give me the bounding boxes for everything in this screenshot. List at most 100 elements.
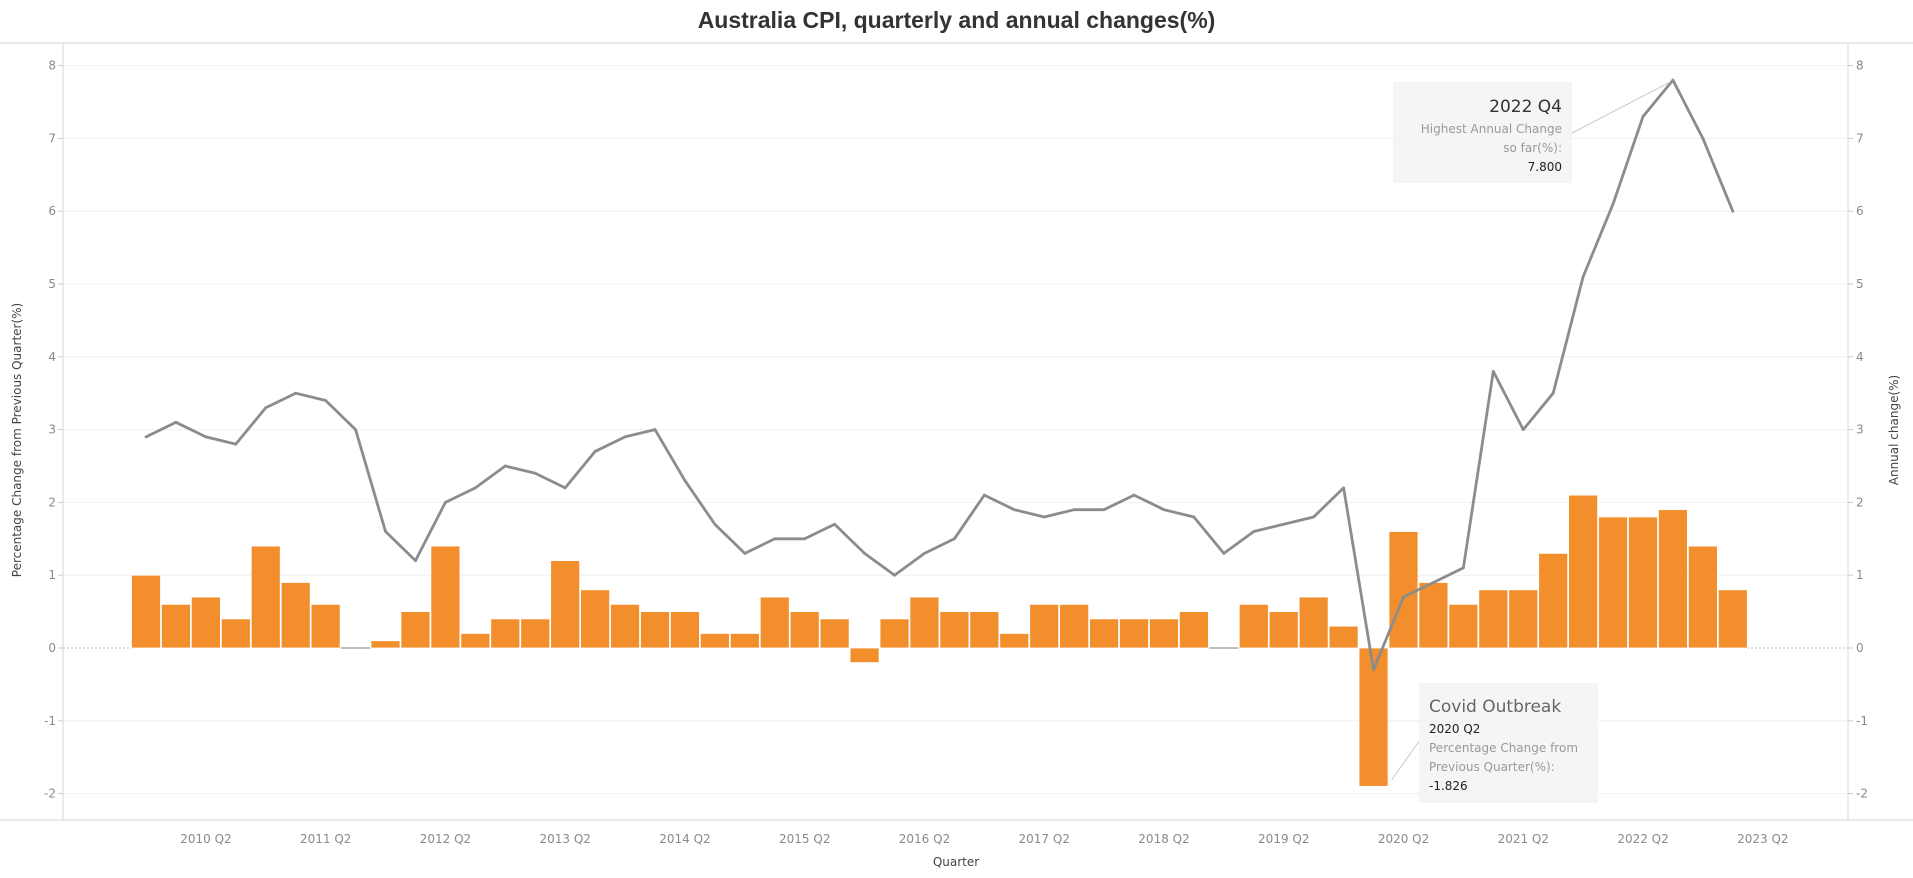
left-tick-label: 1 [48,568,56,582]
bar [969,611,1000,649]
left-tick-label: 4 [48,350,56,364]
bar [1448,603,1479,649]
annotation-text: Previous Quarter(%): [1429,760,1555,774]
bar [789,611,820,649]
annotation-heading: Covid Outbreak [1429,697,1561,717]
chart-title: Australia CPI, quarterly and annual chan… [698,7,1216,33]
line-point [1641,115,1645,118]
bar [610,603,640,649]
bar [1538,552,1569,649]
bar [430,545,461,649]
right-tick-label: 2 [1856,495,1864,509]
x-tick-label: 2017 Q2 [1019,832,1070,846]
bar [729,633,760,649]
annual-change-line [145,78,1735,672]
line-point [1312,515,1316,519]
bar [1388,531,1419,649]
x-tick-label: 2014 Q2 [659,832,710,846]
bar [400,611,431,649]
line-point [1042,515,1046,519]
line-point [1192,515,1196,519]
right-tick-label: 3 [1856,423,1864,437]
bar [1568,494,1599,649]
line-point [833,522,837,526]
bar [131,574,161,649]
line-point [773,537,777,541]
line-point [1521,428,1525,431]
right-tick-label: 6 [1856,204,1864,218]
line-point [174,420,178,424]
line-point [204,435,208,439]
bar [1089,618,1119,649]
line-point [1461,566,1465,570]
line-point [414,559,417,563]
left-tick-label: -1 [44,714,56,728]
right-tick-label: -1 [1856,714,1868,728]
line-point [1671,78,1675,82]
x-tick-label: 2011 Q2 [300,832,351,846]
bar [520,618,551,649]
x-tick-label: 2023 Q2 [1737,832,1788,846]
right-axis-title: Annual change(%) [1887,375,1901,485]
line-point [743,551,747,555]
bar [909,596,940,649]
line-point [1222,551,1226,555]
line-point [384,530,387,533]
line-point [923,551,926,555]
line-point [1342,486,1345,490]
bar [1687,545,1718,649]
line-point [144,435,148,439]
left-tick-label: 8 [48,59,56,73]
bar [999,633,1030,649]
line-point [803,537,807,541]
line-point [1551,391,1555,395]
line-point [473,486,477,490]
line-point [1372,668,1375,672]
bar [1238,603,1269,649]
line-point [354,428,357,431]
bar [1508,589,1539,649]
line-point [1102,508,1106,512]
line-point [1012,508,1016,512]
bar [1119,618,1149,649]
bar [220,618,251,649]
line-point [1432,581,1435,584]
bar [1328,625,1359,649]
bar [1717,589,1748,649]
bar [699,633,730,649]
x-tick-label: 2016 Q2 [899,832,950,846]
line-point [1402,595,1405,599]
left-tick-label: 6 [48,204,56,218]
annotation-text: Percentage Change from [1429,741,1578,755]
bar [1598,516,1628,649]
x-tick-label: 2018 Q2 [1138,832,1189,846]
bar [939,611,970,649]
x-tick-label: 2020 Q2 [1378,832,1429,846]
bar [1268,611,1299,649]
bar [819,618,850,649]
bar [190,596,221,649]
bar [1059,603,1090,649]
bar [280,582,311,649]
x-tick-label: 2013 Q2 [540,832,591,846]
bar [879,618,910,649]
annotation-heading: 2022 Q4 [1489,97,1562,117]
line-point [324,399,328,402]
line-point [503,464,507,468]
bar [580,589,610,649]
bar [1298,596,1329,649]
right-tick-label: 4 [1856,350,1864,364]
right-tick-label: 0 [1856,641,1864,655]
right-tick-label: 1 [1856,568,1864,582]
annotation-text: Highest Annual Change [1421,122,1562,136]
line-point [1581,275,1585,279]
x-tick-label: 2021 Q2 [1498,832,1549,846]
annotation-quarter: 2020 Q2 [1429,722,1480,736]
annotation-connector [1391,739,1421,781]
bar [670,611,700,649]
bar [1029,603,1060,649]
annotation-box [1419,683,1598,803]
bar [550,560,581,649]
line-point [1731,209,1735,213]
